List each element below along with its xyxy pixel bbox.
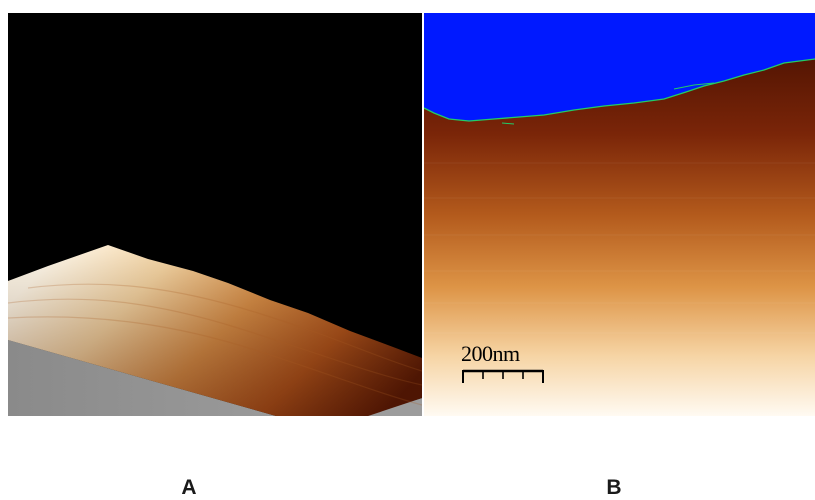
height-map — [424, 13, 815, 416]
scale-bar-label: 200nm — [461, 341, 520, 366]
scale-bar-ruler — [462, 369, 544, 383]
panel-b-height-map-image: 200nm — [424, 13, 815, 416]
surface-3d-render — [8, 245, 422, 416]
scale-bar: 200nm — [461, 343, 545, 385]
panel-a-3d-surface-image — [8, 13, 422, 416]
void-region — [424, 13, 815, 121]
panel-b-label: B — [606, 476, 622, 499]
edge-contour — [424, 58, 815, 122]
panel-a-label: A — [181, 476, 197, 499]
